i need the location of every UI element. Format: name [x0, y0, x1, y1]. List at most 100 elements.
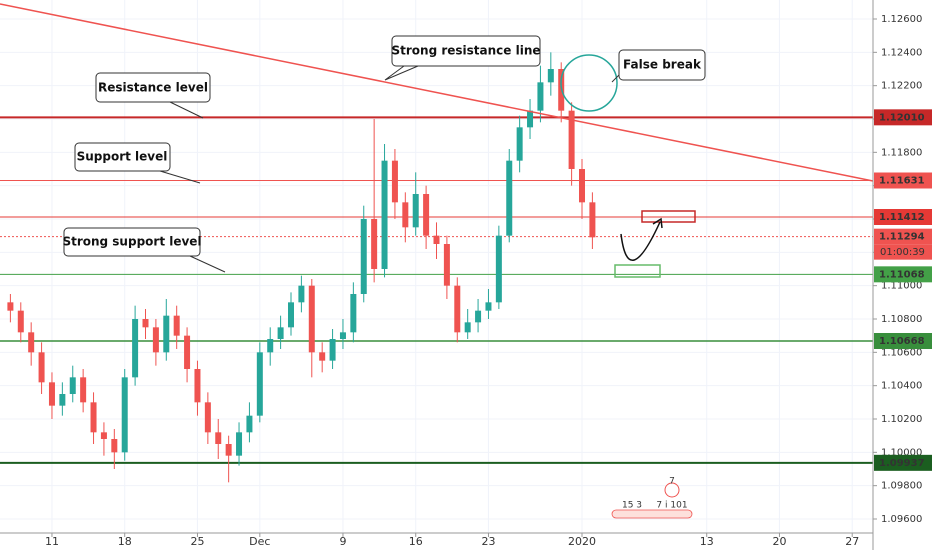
- candle-body: [298, 285, 305, 303]
- price-tag-label: 1.11412: [879, 212, 925, 223]
- price-tag-label: 1.09937: [879, 458, 925, 469]
- candle-body: [163, 315, 170, 353]
- callout-box: [95, 72, 211, 103]
- candle-body: [90, 402, 97, 433]
- candle-body: [48, 382, 55, 406]
- x-tick-label: 9: [339, 535, 346, 548]
- candle-body: [142, 319, 149, 328]
- candle-body: [568, 110, 575, 169]
- candle-body: [516, 127, 523, 161]
- candle-body: [391, 160, 398, 203]
- trend-line: [0, 3, 874, 182]
- price-tag: [874, 228, 932, 245]
- x-tick-label: Dec: [249, 535, 270, 548]
- candle-body: [152, 327, 159, 353]
- target-box: [641, 210, 696, 223]
- callout-tail: [384, 65, 419, 81]
- candle-body: [173, 315, 180, 336]
- support-box: [614, 264, 661, 278]
- candle-body: [350, 294, 357, 333]
- badge-strip: [611, 509, 693, 519]
- candle-body: [360, 219, 367, 294]
- candle-body: [495, 235, 502, 303]
- candle-body: [59, 394, 66, 406]
- candle-body: [38, 352, 45, 383]
- annotation: Resistance level: [98, 81, 208, 95]
- candle-body: [69, 377, 76, 394]
- y-tick-label: 1.11800: [881, 147, 922, 158]
- candle-body: [579, 169, 585, 203]
- candle-body: [475, 310, 482, 323]
- price-tag: [874, 172, 932, 189]
- y-tick-label: 1.11000: [881, 281, 922, 292]
- candle-body: [527, 110, 534, 128]
- candle-body: [194, 369, 201, 403]
- price-tag-label: 1.12010: [879, 112, 925, 123]
- price-tag: [874, 209, 932, 225]
- y-tick-label: 1.10600: [881, 347, 922, 358]
- candle-body: [17, 310, 24, 333]
- price-tag-label: 1.10668: [879, 336, 925, 347]
- x-tick-label: 13: [700, 535, 714, 548]
- x-tick-label: 16: [409, 535, 423, 548]
- candle-body: [184, 335, 191, 369]
- event-badges: 7 15 3 7 i 101: [611, 477, 693, 519]
- x-tick-label: 23: [481, 535, 495, 548]
- candle-body: [537, 82, 544, 111]
- candle-body: [381, 160, 388, 269]
- projection-arrow: [620, 221, 661, 261]
- callout-box: [618, 49, 706, 81]
- countdown-bg: [874, 244, 932, 260]
- callout: False break: [611, 49, 706, 83]
- candle-body: [225, 444, 232, 456]
- badge-label: 7: [669, 477, 675, 487]
- callout-box: [74, 142, 171, 172]
- drawings: [560, 54, 696, 278]
- y-tick-label: 1.10200: [881, 414, 922, 425]
- candle-body: [80, 377, 87, 403]
- candle-body: [204, 402, 211, 433]
- y-tick-label: 1.09800: [881, 481, 922, 492]
- y-tick-label: 1.10400: [881, 381, 922, 392]
- candle-body: [402, 202, 409, 228]
- candle-body: [111, 439, 118, 453]
- candle-body: [28, 332, 35, 353]
- callout: Support level: [74, 142, 201, 184]
- candle-body: [132, 319, 139, 378]
- callout: Strong support level: [62, 227, 226, 273]
- candle-body: [256, 352, 263, 416]
- x-tick-label: 2020: [568, 535, 596, 548]
- callout-box: [391, 35, 541, 67]
- annotation: Strong support level: [62, 235, 201, 249]
- price-tag: [874, 333, 932, 349]
- candle-body: [454, 285, 461, 333]
- candle-body: [100, 432, 107, 439]
- price-tag: [874, 266, 932, 283]
- x-tick-label: 11: [45, 535, 59, 548]
- callout-tail: [159, 170, 201, 184]
- candle-body: [7, 302, 14, 311]
- y-tick-label: 1.10000: [881, 447, 922, 458]
- x-tick-label: 20: [772, 535, 786, 548]
- candle-body: [246, 415, 253, 433]
- price-tag-label: 1.11631: [879, 176, 925, 187]
- arrow-head: [652, 217, 663, 229]
- candle-body: [506, 160, 513, 236]
- candle-body: [443, 244, 450, 286]
- badge: [664, 482, 680, 498]
- y-tick-label: 1.09600: [881, 514, 922, 525]
- x-tick-label: 25: [190, 535, 204, 548]
- candle-body: [339, 332, 346, 339]
- candle-body: [215, 432, 222, 444]
- candle-body: [288, 302, 294, 328]
- annotation: Support level: [77, 150, 168, 164]
- false-break-circle: [560, 54, 618, 112]
- candle-body: [433, 235, 440, 244]
- x-tick-label: 27: [845, 535, 859, 548]
- callout: Resistance level: [95, 72, 211, 119]
- y-tick-label: 1.12400: [881, 47, 922, 58]
- price-tag-label: 1.11294: [879, 232, 925, 243]
- candle-body: [464, 322, 471, 333]
- y-tick-label: 1.12600: [881, 14, 922, 25]
